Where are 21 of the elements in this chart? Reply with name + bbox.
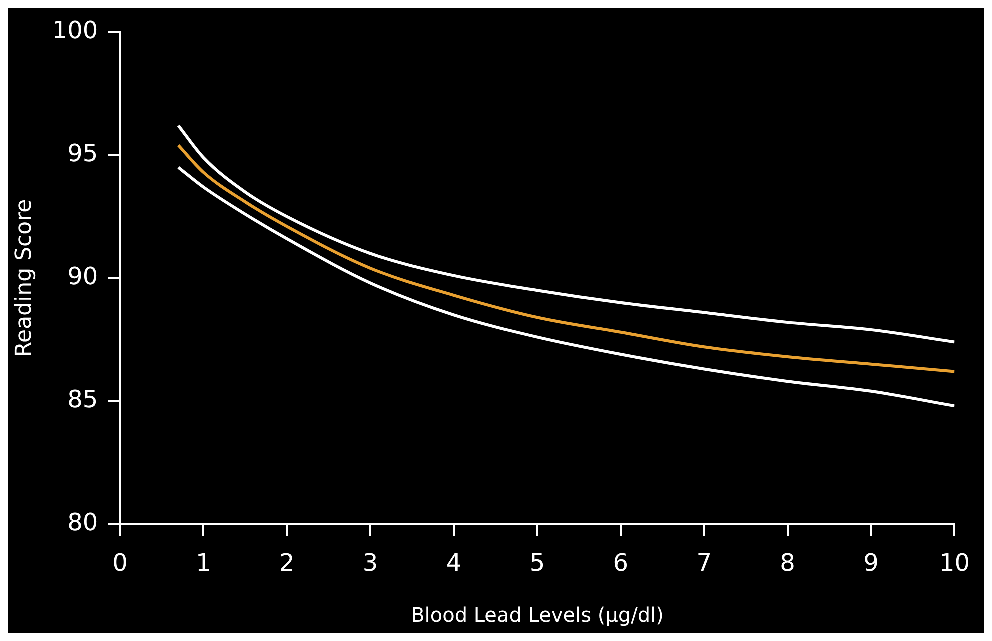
- line-series: [177, 144, 955, 374]
- x-tick-label: 0: [112, 548, 128, 577]
- line-series: [177, 124, 955, 344]
- x-tick-label: 3: [362, 548, 378, 577]
- x-tick-label: 1: [196, 548, 212, 577]
- x-tick-label: 5: [530, 548, 546, 577]
- x-tick-label: 4: [446, 548, 462, 577]
- x-tick-label: 10: [939, 548, 970, 577]
- y-tick-label: 100: [52, 16, 98, 45]
- y-tick-label: 85: [68, 385, 98, 414]
- y-axis-title: Reading Score: [12, 199, 37, 358]
- x-tick-label: 9: [864, 548, 879, 577]
- y-tick-label: 95: [68, 140, 98, 168]
- x-tick-label: 8: [780, 548, 796, 577]
- x-tick-label: 7: [696, 548, 712, 577]
- y-tick-label: 90: [68, 262, 98, 291]
- line-series: [177, 166, 955, 408]
- x-tick-label: 2: [279, 548, 295, 577]
- x-axis-title: Blood Lead Levels (μg/dl): [411, 603, 664, 628]
- x-tick-label: 6: [613, 548, 629, 577]
- y-tick-label: 80: [68, 508, 98, 536]
